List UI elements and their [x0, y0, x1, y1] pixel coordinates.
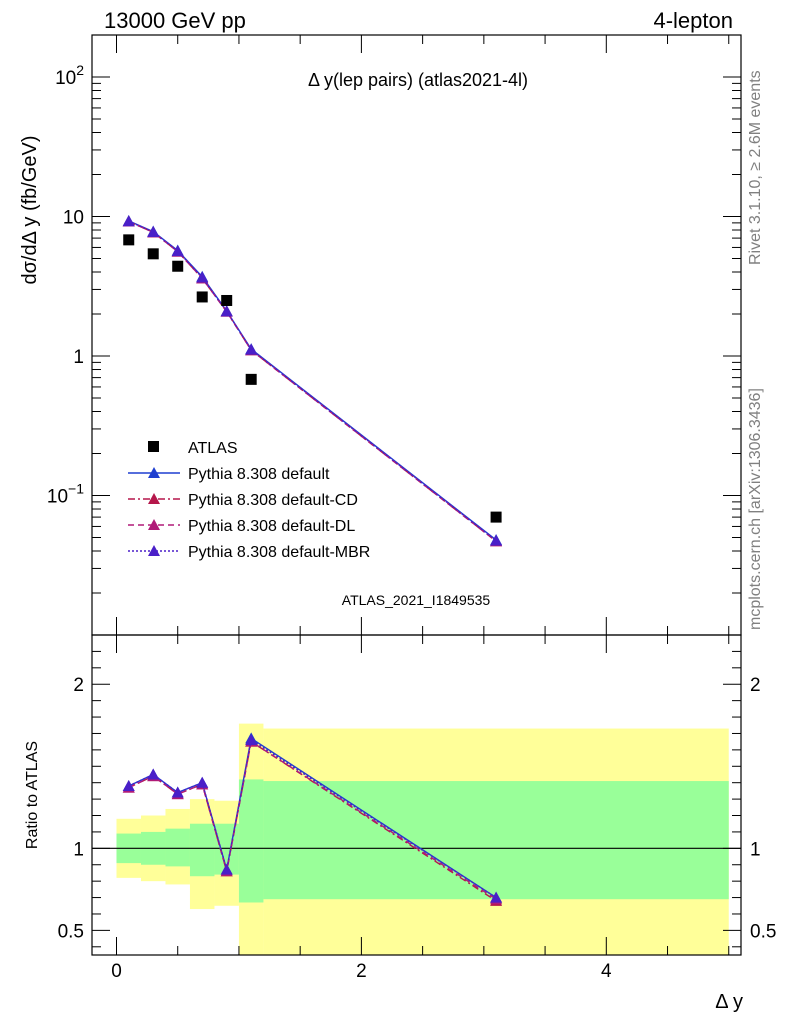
main-title: Δ y(lep pairs) (atlas2021-4l): [308, 70, 528, 90]
main-series-point: [245, 343, 258, 355]
legend-entry: Pythia 8.308 default-DL: [128, 518, 355, 535]
data-point: [221, 294, 233, 306]
main-panel: 10−1 1 10 102 Δ y(lep pairs) (atlas2021-4l)…: [19, 34, 742, 636]
y-tick-label: 102: [55, 62, 84, 89]
ratio-y-tick-label-right: 2: [750, 675, 761, 696]
ratio-inner-band: [165, 828, 190, 867]
ratio-series-point: [122, 779, 135, 791]
legend-marker: [148, 545, 160, 556]
ratio-inner-band: [189, 823, 215, 877]
ratio-series-point: [245, 734, 258, 746]
ratio-inner-band: [238, 779, 264, 903]
x-tick-label: 2: [356, 961, 367, 982]
ratio-panel: 0 2 4 0.5 0.5 1 1 2 2 Ratio to ATLAS Δ y: [24, 634, 776, 1013]
ratio-inner-band: [263, 781, 729, 900]
ratio-series-point: [147, 768, 160, 780]
main-series-point: [196, 271, 209, 283]
ratio-series-point: [196, 776, 209, 788]
data-point: [245, 373, 257, 385]
legend-label: Pythia 8.308 default-MBR: [188, 544, 370, 561]
legend-label: Pythia 8.308 default-CD: [188, 492, 358, 509]
rivet-label: Rivet 3.1.10, ≥ 2.6M events: [747, 70, 764, 265]
legend-entry: Pythia 8.308 default: [128, 466, 330, 483]
main-series-point: [490, 534, 503, 546]
ratio-y-tick-label: 1: [73, 839, 84, 860]
header-left: 13000 GeV pp: [104, 8, 246, 33]
y-tick-label: 1: [73, 347, 84, 368]
ratio-series-point: [490, 891, 503, 903]
ratio-frame: [91, 634, 742, 956]
legend-label: Pythia 8.308 default-DL: [188, 518, 355, 535]
main-series-point: [122, 215, 135, 227]
main-series-point: [171, 245, 184, 257]
legend-entry: Pythia 8.308 default-CD: [128, 492, 358, 509]
main-series-point: [220, 305, 233, 317]
legend-marker: [148, 441, 159, 452]
legend-label: ATLAS: [188, 440, 238, 457]
ratio-y-tick-label: 0.5: [58, 921, 84, 942]
data-point: [490, 511, 502, 523]
main-series-point: [147, 225, 160, 237]
ratio-y-tick-label-right: 1: [750, 839, 761, 860]
main-series: [122, 215, 503, 546]
ratio-series-point: [220, 863, 233, 875]
legend-label: Pythia 8.308 default: [188, 466, 330, 483]
x-tick-label: 0: [111, 961, 122, 982]
legend-marker: [148, 519, 160, 530]
legend: ATLAS Pythia 8.308 default Pythia 8.308 de…: [128, 440, 370, 561]
main-ylabel: dσ/dΔ y (fb/GeV): [19, 135, 41, 284]
legend-marker: [148, 467, 160, 478]
data-point: [147, 248, 159, 260]
x-tick-label: 4: [601, 961, 612, 982]
y-tick-label: 10: [63, 207, 84, 228]
legend-entry: ATLAS: [148, 440, 238, 457]
legend-marker: [148, 493, 160, 504]
ratio-y-tick-label-right: 0.5: [750, 921, 776, 942]
watermark: ATLAS_2021_I1849535: [342, 592, 491, 608]
data-point: [196, 291, 208, 303]
ratio-series-point: [171, 786, 184, 798]
y-tick-label: 10−1: [47, 480, 84, 507]
x-axis-label: Δ y: [715, 991, 743, 1013]
data-point: [123, 234, 135, 246]
ratio-y-tick-label: 2: [73, 675, 84, 696]
header-right: 4-lepton: [653, 8, 733, 33]
mcplots-label: mcplots.cern.ch [arXiv:1306.3436]: [747, 388, 764, 630]
legend-entry: Pythia 8.308 default-MBR: [128, 544, 370, 561]
ratio-series: [122, 734, 503, 903]
ratio-ylabel: Ratio to ATLAS: [24, 741, 41, 849]
data-point: [172, 260, 184, 272]
